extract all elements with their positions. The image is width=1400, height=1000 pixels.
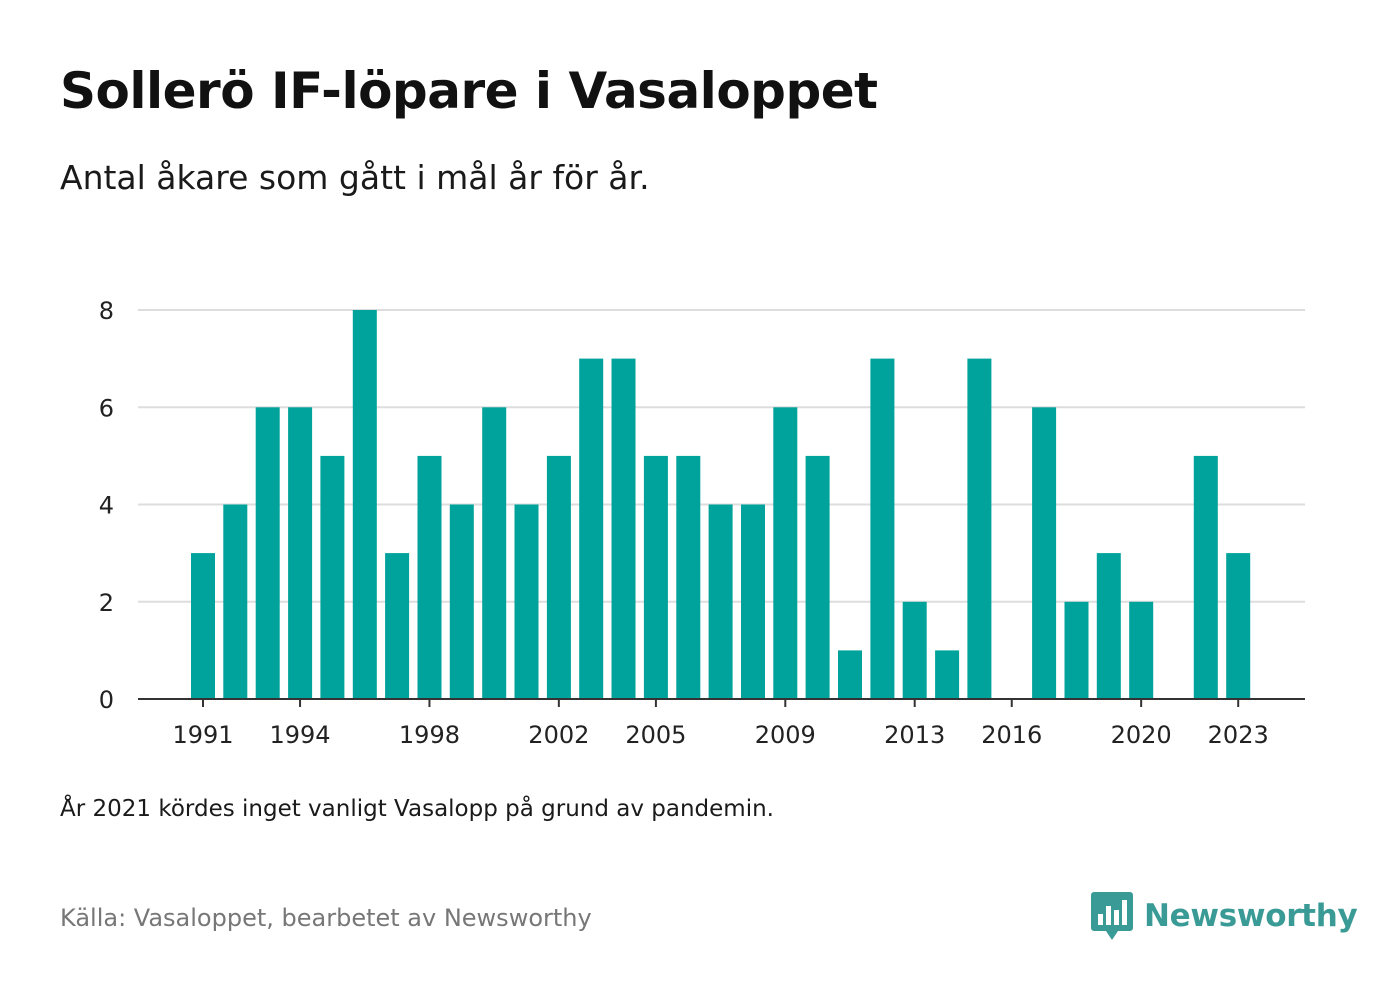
bar-1997 [385, 553, 410, 699]
chart-note: År 2021 kördes inget vanligt Vasalopp på… [60, 796, 774, 822]
x-tick-label: 2016 [981, 721, 1042, 749]
bar-2006 [676, 455, 701, 699]
x-tick-label: 2023 [1208, 721, 1269, 749]
bar-2001 [514, 504, 539, 699]
bar-2015 [967, 358, 992, 699]
x-tick-label: 2002 [528, 721, 589, 749]
x-tick-label: 2020 [1111, 721, 1172, 749]
bar-2019 [1096, 553, 1121, 699]
bar-2005 [643, 455, 668, 699]
source-credit: Källa: Vasaloppet, bearbetet av Newswort… [60, 904, 592, 932]
bar-1995 [320, 455, 345, 699]
bar-1999 [449, 504, 474, 699]
bar-2002 [546, 455, 571, 699]
bar-1991 [191, 553, 215, 699]
bar-2018 [1064, 601, 1089, 700]
bar-2012 [870, 358, 895, 699]
bar-2022 [1193, 455, 1218, 699]
bar-2017 [1032, 407, 1057, 700]
bar-1994 [288, 407, 313, 700]
bar-1993 [255, 407, 280, 700]
x-tick-label: 2005 [625, 721, 686, 749]
chart-subtitle: Antal åkare som gått i mål år för år. [60, 158, 650, 197]
y-tick-label: 6 [99, 394, 114, 422]
bar-2014 [935, 650, 960, 699]
bar-1998 [417, 455, 442, 699]
y-tick-label: 4 [99, 492, 114, 520]
bar-2010 [805, 455, 830, 699]
brand-logo: Newsworthy [1090, 890, 1358, 942]
x-tick-label: 2009 [755, 721, 816, 749]
bar-2008 [741, 504, 765, 699]
x-tick-label: 1998 [399, 721, 460, 749]
x-tick-label: 1991 [172, 721, 233, 749]
bar-2013 [902, 601, 927, 700]
brand-name: Newsworthy [1144, 898, 1358, 934]
bar-2023 [1226, 553, 1251, 699]
bar-1992 [223, 504, 248, 699]
y-tick-label: 2 [99, 589, 114, 617]
bar-2000 [482, 407, 507, 700]
bar-2007 [708, 504, 733, 699]
bar-chart: 0 2 4 6 8 1991 1994 1998 2002 2005 2009 2013 2016 202… [99, 297, 1305, 749]
bar-2003 [579, 358, 604, 699]
chart-title: Sollerö IF-löpare i Vasaloppet [60, 62, 878, 120]
bar-1996 [352, 310, 377, 699]
newsworthy-chart-bubble-icon [1091, 892, 1133, 940]
x-tick-label: 2013 [884, 721, 945, 749]
y-tick-label: 0 [99, 686, 114, 714]
bar-2020 [1129, 601, 1154, 700]
bar-2009 [773, 407, 798, 700]
y-tick-label: 8 [99, 297, 114, 325]
x-tick-label: 1994 [270, 721, 331, 749]
bar-2011 [838, 650, 862, 699]
bar-2004 [611, 358, 636, 699]
